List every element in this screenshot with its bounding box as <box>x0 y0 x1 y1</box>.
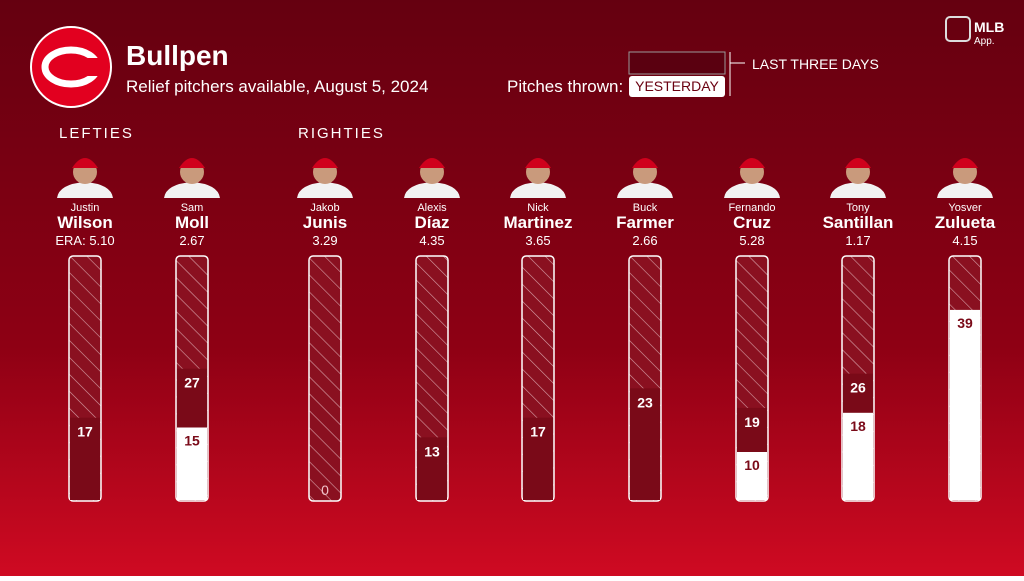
brand: MLB <box>974 19 1004 35</box>
subtitle: Relief pitchers available, August 5, 202… <box>126 77 428 96</box>
three-day-label: 17 <box>530 424 546 440</box>
yesterday-label: 15 <box>184 433 200 449</box>
last-name: Junis <box>303 213 347 232</box>
last-name: Cruz <box>733 213 771 232</box>
headshot-cap <box>419 158 445 168</box>
bar-frame <box>308 255 342 502</box>
headshot-cap <box>525 158 551 168</box>
headshot-body <box>617 182 673 198</box>
three-day-bar <box>70 417 100 500</box>
first-name: Yosver <box>948 202 982 214</box>
title: Bullpen <box>126 40 229 71</box>
three-day-label: 17 <box>77 424 93 440</box>
era: 4.35 <box>419 233 444 248</box>
team-logo <box>30 26 112 108</box>
yesterday-label: 18 <box>850 418 866 434</box>
last-name: Moll <box>175 213 209 232</box>
three-day-label: 0 <box>321 482 329 498</box>
logo-cut <box>80 58 102 76</box>
headshot-body <box>297 182 353 198</box>
era: 4.15 <box>952 233 977 248</box>
era: 2.66 <box>632 233 657 248</box>
yesterday-label: 39 <box>957 315 973 331</box>
brand-sub: App. <box>974 36 995 47</box>
headshot-cap <box>312 158 338 168</box>
first-name: Sam <box>181 202 204 214</box>
first-name: Fernando <box>728 202 775 214</box>
first-name: Jakob <box>310 202 339 214</box>
first-name: Justin <box>71 202 100 214</box>
headshot-cap <box>952 158 978 168</box>
last-name: Martinez <box>504 213 573 232</box>
last-name: Zulueta <box>935 213 996 232</box>
three-day-bar <box>417 437 447 500</box>
yesterday-bar <box>177 427 207 500</box>
yesterday-bar <box>737 452 767 500</box>
headshot-cap <box>632 158 658 168</box>
three-day-label: 27 <box>184 375 200 391</box>
era: 1.17 <box>845 233 870 248</box>
era: 3.29 <box>312 233 337 248</box>
headshot-body <box>510 182 566 198</box>
headshot-body <box>404 182 460 198</box>
headshot-cap <box>739 158 765 168</box>
yesterday-bar <box>843 412 873 500</box>
era: ERA: 5.10 <box>55 233 114 248</box>
last-name: Santillan <box>823 213 894 232</box>
era: 3.65 <box>525 233 550 248</box>
last-name: Díaz <box>415 213 450 232</box>
headshot-body <box>57 182 113 198</box>
last-name: Farmer <box>616 213 674 232</box>
first-name: Tony <box>846 202 870 214</box>
headshot-body <box>164 182 220 198</box>
first-name: Buck <box>633 202 658 214</box>
three-day-bar <box>523 417 553 500</box>
era: 5.28 <box>739 233 764 248</box>
brand-icon <box>945 16 971 42</box>
legend-yesterday-swatch <box>629 76 725 97</box>
legend-label: Pitches thrown: <box>507 77 623 96</box>
last-name: Wilson <box>57 213 113 232</box>
headshot-cap <box>179 158 205 168</box>
group-label: LEFTIES <box>59 125 134 142</box>
three-day-label: 26 <box>850 380 866 396</box>
first-name: Nick <box>527 202 549 214</box>
three-day-label: 13 <box>424 443 440 459</box>
headshot-cap <box>72 158 98 168</box>
legend-three-day: LAST THREE DAYS <box>752 56 879 72</box>
legend-yesterday: YESTERDAY <box>635 78 719 94</box>
era: 2.67 <box>179 233 204 248</box>
legend-three-day-swatch <box>628 51 726 75</box>
headshot-body <box>724 182 780 198</box>
headshot-body <box>830 182 886 198</box>
first-name: Alexis <box>417 202 447 214</box>
three-day-label: 23 <box>637 394 653 410</box>
group-label: RIGHTIES <box>298 125 385 142</box>
three-day-bar <box>630 388 660 500</box>
headshot-body <box>937 182 993 198</box>
headshot-cap <box>845 158 871 168</box>
yesterday-bar <box>950 309 980 500</box>
yesterday-label: 10 <box>744 457 760 473</box>
three-day-label: 19 <box>744 414 760 430</box>
